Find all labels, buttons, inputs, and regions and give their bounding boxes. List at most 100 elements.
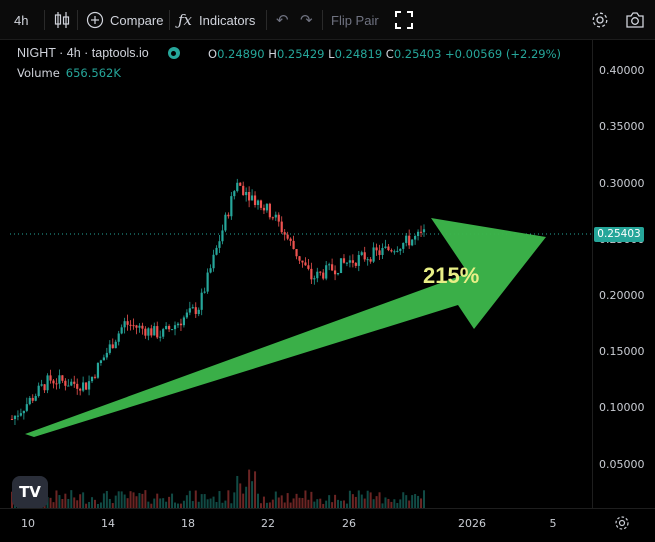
volume-bar xyxy=(372,499,375,508)
time-tick: 18 xyxy=(181,517,195,530)
interval-button[interactable]: 4h xyxy=(14,9,28,31)
candle-body xyxy=(22,410,25,414)
candle-body xyxy=(117,333,120,342)
candle-body xyxy=(325,265,328,279)
volume-bar xyxy=(354,496,357,508)
candle-body xyxy=(396,250,399,252)
candle-body xyxy=(141,325,144,329)
volume-bar xyxy=(254,471,257,508)
volume-bar xyxy=(405,495,408,508)
compare-button[interactable]: Compare xyxy=(86,9,163,31)
candle-body xyxy=(277,214,280,222)
gear-icon xyxy=(592,12,608,28)
volume-bar xyxy=(111,503,114,508)
volume-bar xyxy=(316,499,319,508)
candle-body xyxy=(176,323,180,326)
volume-bar xyxy=(257,493,260,508)
candle-body xyxy=(253,195,257,205)
open-value: 0.24890 xyxy=(217,47,265,61)
volume-bar xyxy=(49,497,52,508)
volume-bar xyxy=(375,496,378,508)
top-toolbar: 4h Compare ƒx Indicators ↶ ↷ Flip Pair xyxy=(0,0,655,40)
candle-body xyxy=(250,195,254,201)
ohlc-values: O0.24890 H0.25429 L0.24819 C0.25403 +0.0… xyxy=(208,47,561,61)
undo-icon: ↶ xyxy=(276,12,289,29)
volume-bar xyxy=(156,493,159,508)
volume-bar xyxy=(102,493,105,508)
redo-button[interactable]: ↷ xyxy=(300,9,313,31)
volume-bar xyxy=(259,503,262,508)
volume-bar xyxy=(236,475,239,508)
price-chart[interactable] xyxy=(0,40,592,508)
flip-pair-button[interactable]: Flip Pair xyxy=(331,9,379,31)
candle-body xyxy=(99,360,103,364)
candle-body xyxy=(19,413,22,416)
fullscreen-button[interactable] xyxy=(395,9,413,31)
candle-body xyxy=(357,254,360,266)
candle-body xyxy=(153,326,156,336)
candle-body xyxy=(310,268,313,280)
candle-body xyxy=(114,341,117,349)
tradingview-logo[interactable]: TV xyxy=(12,476,48,508)
interval-label: 4h xyxy=(14,12,29,28)
volume-bar xyxy=(215,502,218,508)
candle-body xyxy=(61,375,64,381)
volume-bar xyxy=(417,495,420,508)
candle-body xyxy=(40,384,43,386)
candle-body xyxy=(162,329,165,337)
volume-bar xyxy=(366,490,369,508)
candle-body xyxy=(173,325,177,330)
candle-body xyxy=(82,382,85,391)
candle-body xyxy=(363,252,366,260)
candle-body xyxy=(13,415,17,420)
volume-bar xyxy=(135,496,138,508)
volume-bar xyxy=(123,494,126,508)
low-value: 0.24819 xyxy=(334,47,383,61)
price-tick: 0.20000 xyxy=(599,289,645,302)
camera-icon xyxy=(626,12,644,28)
candle-body xyxy=(138,325,141,328)
candle-body xyxy=(31,397,34,401)
candle-body xyxy=(43,384,46,391)
candle-body xyxy=(419,231,423,233)
high-key: H xyxy=(268,47,277,61)
candle-body xyxy=(342,258,346,263)
indicators-button[interactable]: ƒx Indicators xyxy=(178,9,255,31)
price-axis[interactable]: 0.40000 0.35000 0.30000 0.25000 0.20000 … xyxy=(592,40,655,508)
volume-bar xyxy=(96,503,99,508)
volume-bar xyxy=(55,490,58,508)
volume-bar xyxy=(245,486,248,508)
flip-pair-label: Flip Pair xyxy=(331,12,379,28)
time-axis[interactable]: 10 14 18 22 26 2026 5 xyxy=(0,508,655,542)
volume-bar xyxy=(212,496,215,508)
volume-bar xyxy=(268,502,271,508)
snapshot-button[interactable] xyxy=(625,9,645,31)
axis-settings-button[interactable] xyxy=(614,515,630,536)
settings-button[interactable] xyxy=(591,9,609,31)
volume-bar xyxy=(423,490,425,508)
time-tick: 14 xyxy=(101,517,115,530)
chart-type-button[interactable] xyxy=(54,9,70,31)
volume-bar xyxy=(203,494,206,508)
volume-bar xyxy=(52,502,55,508)
volume-bar xyxy=(91,497,94,508)
toolbar-divider xyxy=(322,10,323,30)
candle-body xyxy=(328,264,331,266)
volume-bar xyxy=(286,493,289,508)
volume-bar xyxy=(82,492,85,508)
volume-bar xyxy=(159,498,162,508)
volume-bar xyxy=(271,499,274,508)
volume-bar xyxy=(328,495,331,508)
function-icon: ƒx xyxy=(178,11,193,29)
candle-body xyxy=(212,254,215,269)
undo-button[interactable]: ↶ xyxy=(276,9,289,31)
candle-body xyxy=(304,262,307,266)
volume-legend: Volume 656.562K xyxy=(17,66,121,80)
candle-body xyxy=(292,240,295,250)
volume-bar xyxy=(188,490,191,508)
candle-body xyxy=(262,207,266,211)
fullscreen-icon xyxy=(395,11,413,29)
volume-bar xyxy=(319,498,322,508)
volume-bar xyxy=(292,498,295,508)
volume-bar xyxy=(283,502,286,508)
